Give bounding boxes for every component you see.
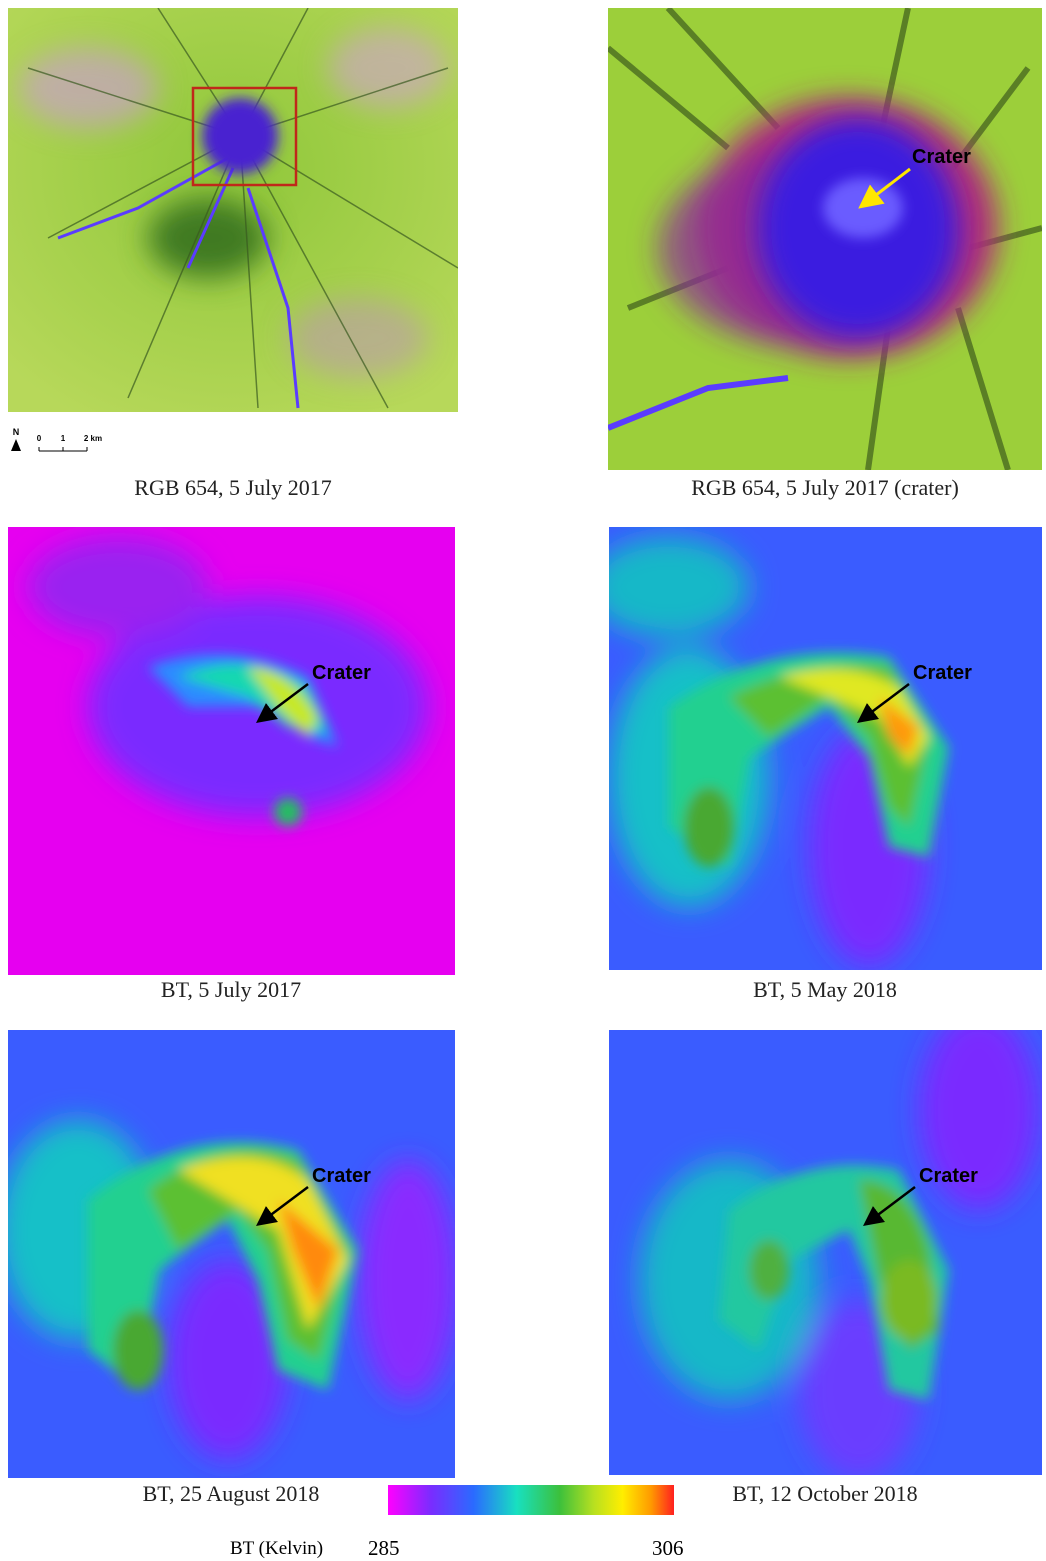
crater-label: Crater xyxy=(312,1165,371,1187)
bt-image: Crater xyxy=(609,527,1042,970)
scale-bar: N 0 1 2 km xyxy=(8,425,108,460)
bt-image: Crater xyxy=(8,1030,455,1478)
bt-image: Crater xyxy=(609,1030,1042,1475)
colorbar-min: 285 xyxy=(368,1536,400,1561)
caption: RGB 654, 5 July 2017 xyxy=(3,475,463,501)
scale-tick: 0 xyxy=(37,434,42,443)
bt-image: Crater xyxy=(8,527,455,975)
rgb-image: Crater xyxy=(608,8,1042,470)
scale-tick: 2 km xyxy=(84,434,102,443)
caption: BT, 5 July 2017 xyxy=(1,977,461,1003)
scale-tick: 1 xyxy=(61,434,66,443)
crater-label: Crater xyxy=(912,146,971,168)
crater-label: Crater xyxy=(919,1165,978,1187)
north-label: N xyxy=(13,427,20,437)
crater-label: Crater xyxy=(312,662,371,684)
colorbar xyxy=(388,1485,674,1515)
caption: BT, 5 May 2018 xyxy=(595,977,1046,1003)
caption: RGB 654, 5 July 2017 (crater) xyxy=(595,475,1046,501)
colorbar-label: BT (Kelvin) xyxy=(230,1538,323,1560)
colorbar-max: 306 xyxy=(652,1536,684,1561)
crater-label: Crater xyxy=(913,662,972,684)
figure: N 0 1 2 km RGB 654, 5 July 2017 Crater R… xyxy=(0,0,1046,1560)
rgb-image xyxy=(8,8,458,412)
